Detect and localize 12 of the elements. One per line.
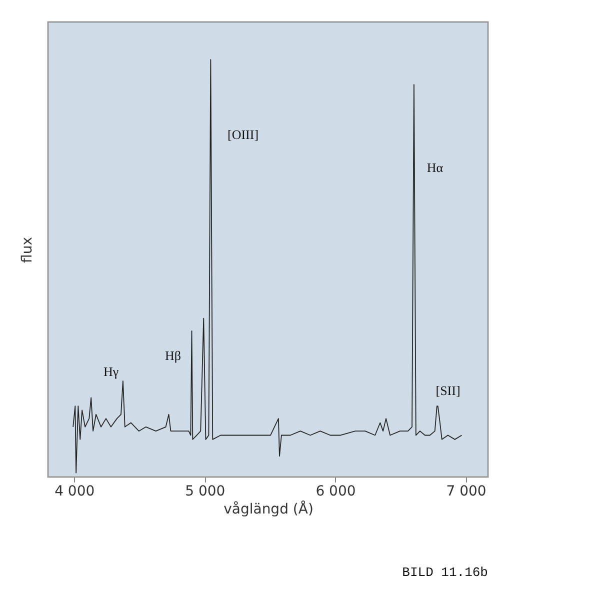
annotation: [OIII] (227, 127, 259, 142)
x-axis-title: våglängd (Å) (224, 500, 314, 518)
annotation: Hα (426, 160, 444, 175)
x-tick-label: 6 000 (316, 484, 356, 500)
x-tick-label: 5 000 (185, 484, 226, 500)
y-axis-title: flux (20, 237, 36, 263)
annotation: [SII] (436, 383, 460, 398)
annotation: Hβ (164, 348, 182, 363)
text: BILD 11.16b (402, 565, 488, 580)
x-tick-label: 7 000 (446, 484, 486, 500)
annotation: Hγ (103, 364, 119, 379)
x-tick-label: 4 000 (54, 484, 95, 500)
